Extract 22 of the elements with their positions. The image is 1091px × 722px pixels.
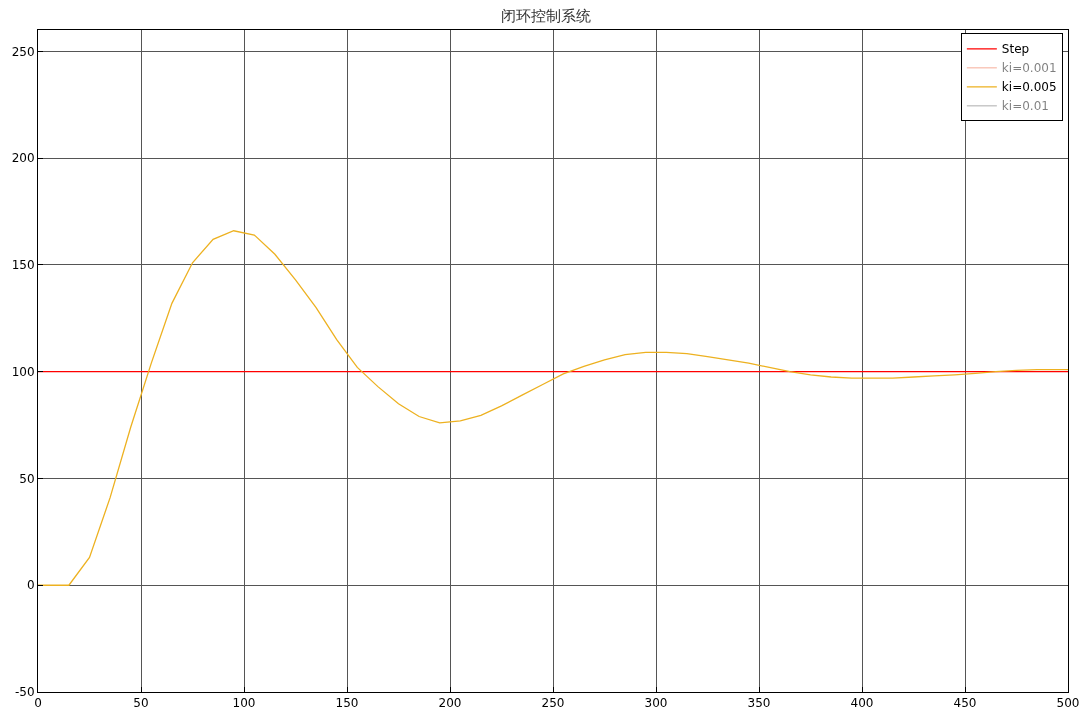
x-tick-label: 450 [953, 696, 977, 711]
x-tick-label: 150 [335, 696, 359, 711]
legend-label: ki=0.001 [1001, 61, 1057, 76]
x-tick-label: 400 [850, 696, 874, 711]
legend-label: Step [1001, 42, 1030, 57]
y-tick-label: 50 [19, 471, 35, 486]
y-tick-label: -50 [14, 685, 35, 700]
x-tick-label: 350 [747, 696, 771, 711]
y-tick-label: 100 [11, 364, 35, 379]
legend-label: ki=0.01 [1001, 99, 1049, 114]
y-tick-label: 250 [11, 44, 35, 59]
x-tick-label: 500 [1056, 696, 1080, 711]
x-tick-label: 300 [644, 696, 668, 711]
x-tick-label: 250 [541, 696, 565, 711]
y-tick-label: 200 [11, 151, 35, 166]
y-tick-label: 150 [11, 258, 35, 273]
x-tick-label: 200 [438, 696, 462, 711]
legend-label: ki=0.005 [1001, 80, 1057, 95]
y-tick-label: 0 [26, 578, 35, 593]
x-tick-label: 50 [133, 696, 149, 711]
x-tick-label: 100 [232, 696, 256, 711]
chart-title: 闭环控制系统 [500, 7, 591, 26]
